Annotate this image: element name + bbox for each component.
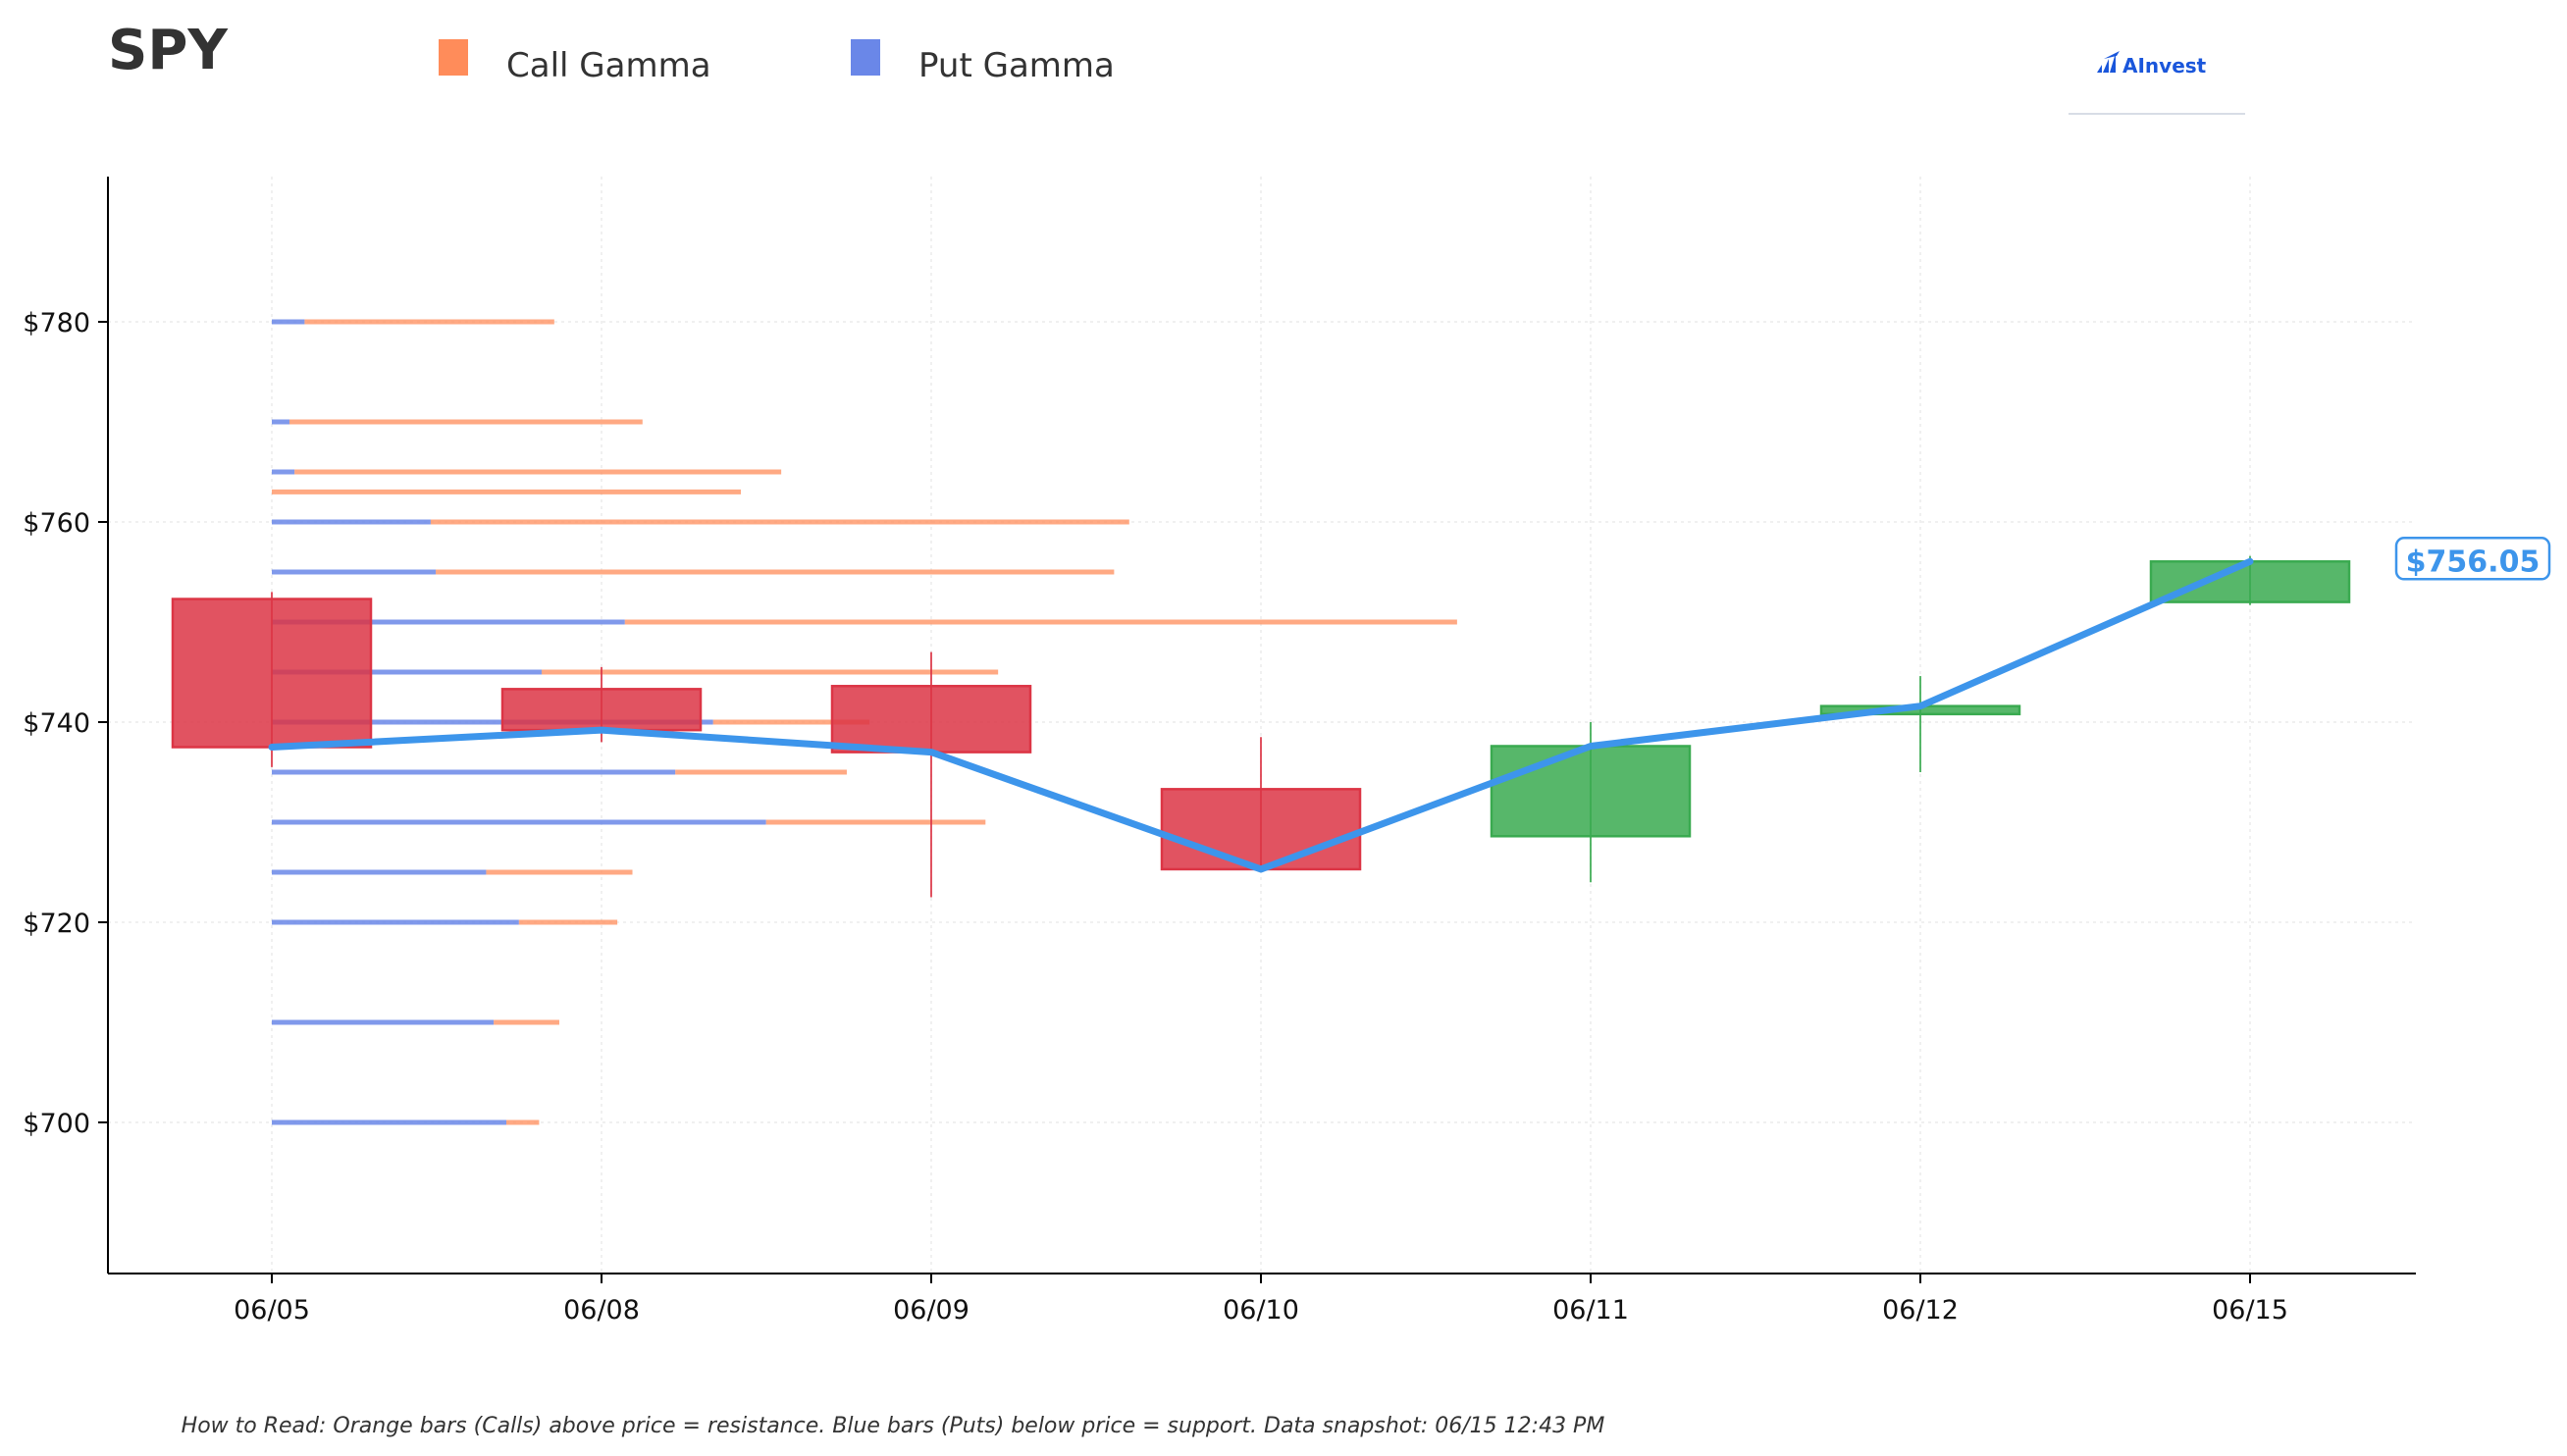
last-price-callout: $756.05 — [2394, 537, 2551, 581]
y-tick-label-780: $780 — [23, 308, 90, 338]
legend-call-label: Call Gamma — [506, 46, 711, 85]
legend-put-label: Put Gamma — [918, 46, 1115, 85]
x-tick-label-06-11: 06/11 — [1552, 1295, 1629, 1326]
price-line — [268, 557, 2254, 873]
ticker-title: SPY — [108, 19, 229, 82]
ainvest-logo: AInvest — [2069, 51, 2245, 115]
x-axis-ticks: 06/05 06/08 06/09 06/10 06/11 06/12 06/15 — [234, 1274, 2288, 1326]
y-tick-label-760: $760 — [23, 508, 90, 539]
last-price-label: $756.05 — [2406, 545, 2541, 579]
legend-call-swatch — [439, 39, 468, 76]
legend: Call Gamma Put Gamma — [439, 39, 1115, 85]
y-tick-label-740: $740 — [23, 708, 90, 739]
candlesticks — [171, 555, 2351, 898]
x-tick-label-06-09: 06/09 — [893, 1295, 969, 1326]
ainvest-chart-icon — [2097, 51, 2120, 73]
y-tick-label-700: $700 — [23, 1109, 90, 1139]
x-tick-label-06-12: 06/12 — [1882, 1295, 1959, 1326]
axes — [107, 177, 2416, 1274]
x-tick-label-06-08: 06/08 — [563, 1295, 640, 1326]
how-to-read-caption: How to Read: Orange bars (Calls) above p… — [182, 1414, 1605, 1438]
grid — [108, 177, 2416, 1274]
x-tick-label-06-10: 06/10 — [1223, 1295, 1299, 1326]
y-tick-label-720: $720 — [23, 909, 90, 939]
x-tick-label-06-05: 06/05 — [234, 1295, 310, 1326]
y-axis-ticks: $700 $720 $740 $760 $780 — [23, 308, 108, 1139]
legend-put-swatch — [851, 39, 880, 76]
last-price-box — [2394, 537, 2551, 581]
x-tick-label-06-15: 06/15 — [2212, 1295, 2288, 1326]
ainvest-logo-text: AInvest — [2122, 54, 2207, 78]
